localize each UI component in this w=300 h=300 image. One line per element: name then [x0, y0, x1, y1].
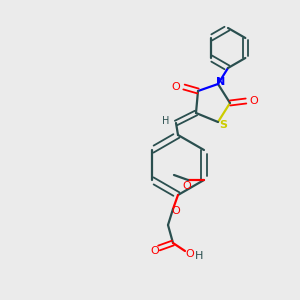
Text: H: H: [195, 251, 203, 261]
Text: O: O: [183, 181, 191, 191]
Text: O: O: [172, 206, 180, 216]
Text: O: O: [151, 246, 159, 256]
Text: O: O: [186, 249, 194, 259]
Text: N: N: [216, 77, 226, 87]
Text: O: O: [172, 82, 180, 92]
Text: S: S: [219, 120, 227, 130]
Text: O: O: [250, 96, 258, 106]
Text: H: H: [162, 116, 170, 126]
